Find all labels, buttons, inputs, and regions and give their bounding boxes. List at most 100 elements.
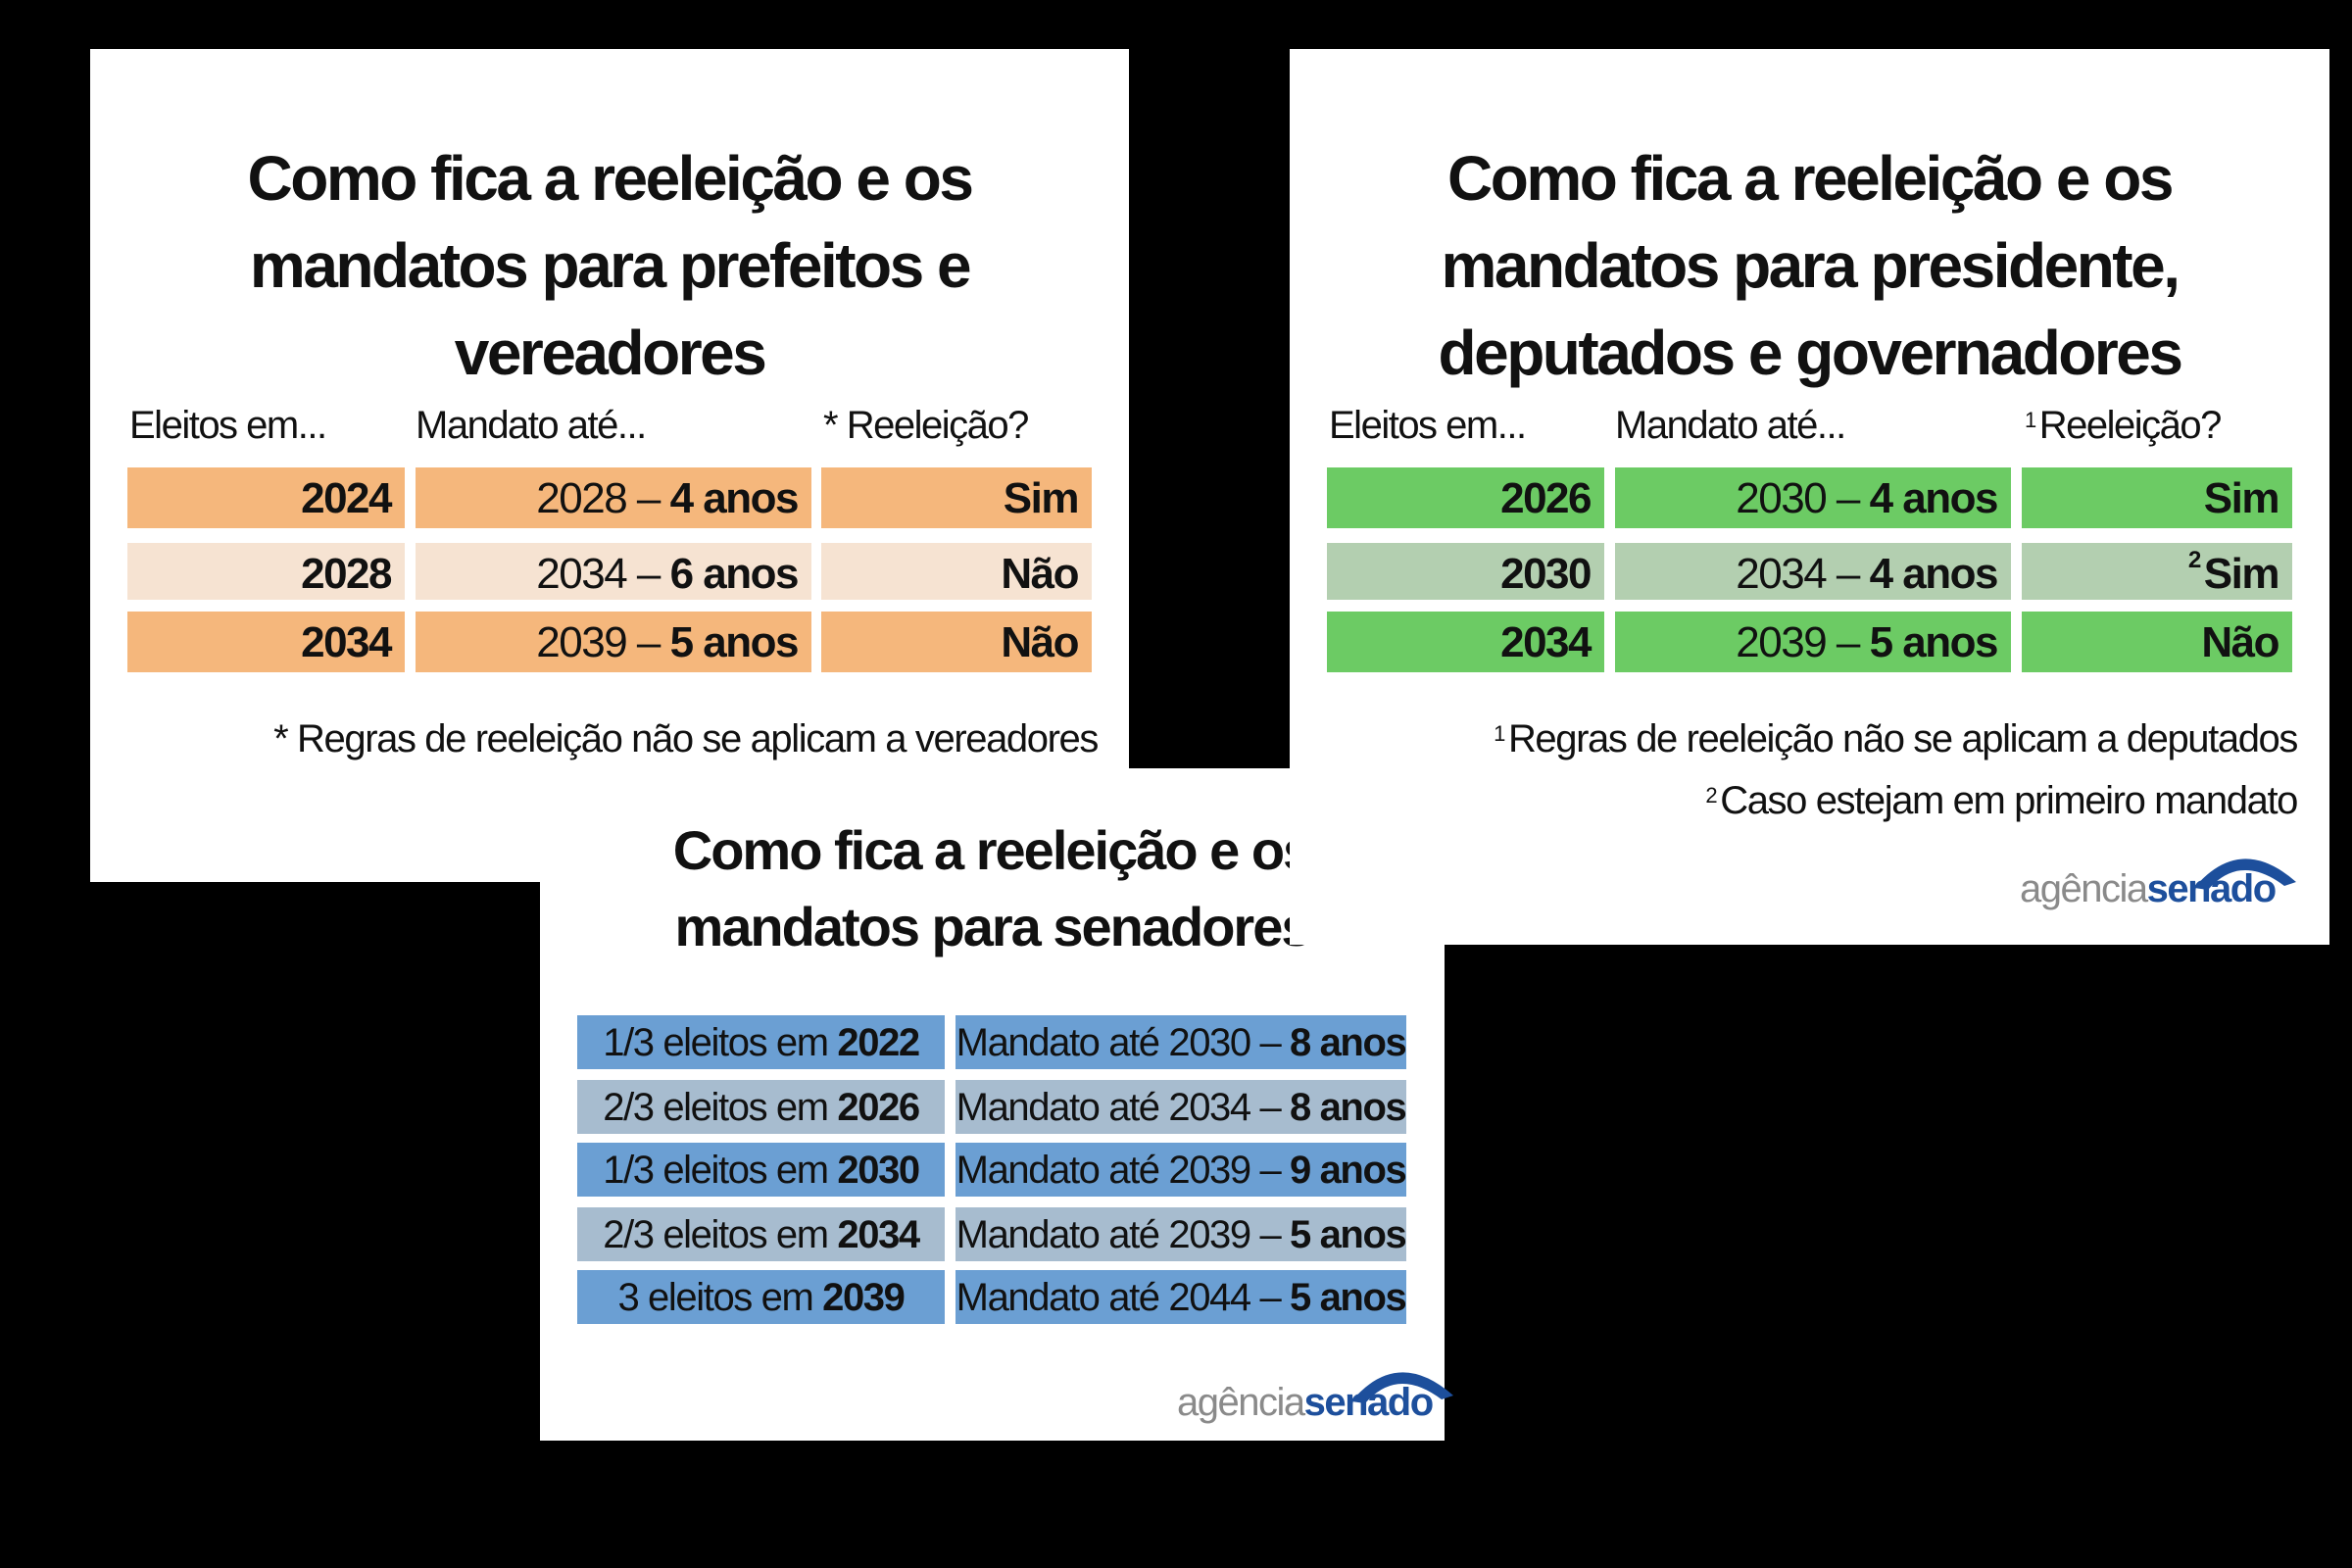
cell-eleitos: 2034 — [127, 612, 405, 672]
header-reeleicao: 1 Reeleição? — [2025, 404, 2223, 448]
eleitos-year: 2030 — [837, 1149, 920, 1192]
mandato-duration: 6 anos — [669, 550, 800, 598]
cell-eleitos: 2026 — [1327, 467, 1604, 528]
logo-text: agênciasenado — [2020, 867, 2278, 911]
eleitos-year: 2022 — [837, 1021, 920, 1064]
title-line: mandatos para presidente, — [1441, 230, 2180, 301]
senadores-title: Como fica a reeleição e os mandatos para… — [540, 812, 1445, 965]
title-line: vereadores — [454, 318, 767, 388]
mandato-label: Mandato até 2039 – — [956, 1149, 1282, 1192]
mandato-year: 2034 – — [1736, 550, 1860, 598]
cell-eleitos: 3 eleitos em 2039 — [577, 1270, 945, 1324]
mandato-label: Mandato até 2044 – — [956, 1276, 1282, 1319]
mandato-duration: 5 anos — [1290, 1213, 1407, 1256]
footnote-1: 1 Regras de reeleição não se aplicam a de… — [1494, 717, 2298, 761]
cell-eleitos: 2/3 eleitos em 2034 — [577, 1207, 945, 1261]
header-mandato: Mandato até... — [416, 404, 647, 447]
footnote: * Regras de reeleição não se aplicam a v… — [273, 717, 1099, 760]
cell-mandato: 2039 – 5 anos — [416, 612, 811, 672]
footnote-mark: 1 — [2025, 408, 2036, 432]
cell-mandato: Mandato até 2039 – 9 anos — [956, 1143, 1407, 1197]
mandato-duration: 8 anos — [1290, 1021, 1407, 1064]
title-line: Como fica a reeleição e os — [1447, 143, 2174, 214]
senadores-panel: Como fica a reeleição e os mandatos para… — [540, 768, 1453, 1441]
presidente-title: Como fica a reeleição e os mandatos para… — [1290, 135, 2329, 397]
mandato-year: 2028 – — [536, 474, 661, 522]
cell-mandato: 2030 – 4 anos — [1615, 467, 2011, 528]
logo-part1: agência — [1177, 1381, 1305, 1424]
mandato-label: Mandato até 2034 – — [956, 1086, 1282, 1129]
mandato-duration: 5 anos — [1869, 618, 1999, 666]
agencia-senado-logo: agênciasenado — [1177, 1356, 1461, 1425]
logo-arc-icon — [1351, 1372, 1453, 1403]
title-line: deputados e governadores — [1438, 318, 2183, 388]
title-line: mandatos para senadores — [674, 896, 1311, 957]
cell-eleitos: 2024 — [127, 467, 405, 528]
cell-reeleicao: Não — [821, 543, 1092, 600]
asterisk-mark: * — [823, 404, 839, 447]
logo-part1: agência — [2020, 867, 2148, 910]
prefeitos-panel: Como fica a reeleição e os mandatos para… — [90, 49, 1129, 882]
presidente-panel: Como fica a reeleição e os mandatos para… — [1290, 49, 2329, 945]
header-label: Reeleição? — [2038, 404, 2223, 447]
mandato-year: 2030 – — [1736, 474, 1860, 522]
mandato-year: 2034 – — [536, 550, 661, 598]
reeleicao-value: Sim — [2203, 550, 2280, 598]
prefeitos-title: Como fica a reeleição e os mandatos para… — [90, 135, 1129, 397]
cell-eleitos: 2030 — [1327, 543, 1604, 600]
header-eleitos: Eleitos em... — [129, 404, 327, 447]
mandato-label: Mandato até 2030 – — [956, 1021, 1282, 1064]
title-line: mandatos para prefeitos e — [249, 230, 972, 301]
cell-reeleicao: Sim — [2022, 467, 2292, 528]
mandato-duration: 4 anos — [1869, 550, 1999, 598]
mandato-year: 2039 – — [1736, 618, 1860, 666]
cell-mandato: 2034 – 6 anos — [416, 543, 811, 600]
footnote-text: Regras de reeleição não se aplicam a dep… — [1507, 717, 2298, 760]
agencia-senado-logo: agênciasenado — [2020, 843, 2304, 911]
eleitos-label: 1/3 eleitos em — [603, 1149, 829, 1192]
eleitos-year: 2026 — [837, 1086, 920, 1129]
eleitos-label: 2/3 eleitos em — [603, 1213, 829, 1256]
footnote-mark: 2 — [1705, 783, 1717, 808]
eleitos-label: 2/3 eleitos em — [603, 1086, 829, 1129]
mandato-duration: 4 anos — [1869, 474, 1999, 522]
mandato-label: Mandato até 2039 – — [956, 1213, 1282, 1256]
footnote-2: 2 Caso estejam em primeiro mandato — [1705, 779, 2298, 823]
header-reeleicao: * Reeleição? — [823, 404, 1029, 448]
reeleicao-value: Não — [2201, 618, 2279, 666]
logo-arc-icon — [2194, 858, 2296, 890]
cell-eleitos: 2028 — [127, 543, 405, 600]
mandato-duration: 5 anos — [1290, 1276, 1407, 1319]
cell-mandato: Mandato até 2034 – 8 anos — [956, 1080, 1407, 1134]
logo-text: agênciasenado — [1177, 1381, 1435, 1425]
mandato-duration: 9 anos — [1290, 1149, 1407, 1192]
cell-mandato: 2034 – 4 anos — [1615, 543, 2011, 600]
eleitos-label: 1/3 eleitos em — [603, 1021, 829, 1064]
eleitos-label: 3 eleitos em — [617, 1276, 814, 1319]
title-line: Como fica a reeleição e os — [247, 143, 974, 214]
reeleicao-value: Sim — [2203, 474, 2280, 522]
footnote-text: Caso estejam em primeiro mandato — [1720, 779, 2298, 822]
footnote-mark: 2 — [2187, 547, 2201, 573]
mandato-duration: 5 anos — [669, 618, 800, 666]
cell-reeleicao: Não — [2022, 612, 2292, 672]
cell-eleitos: 1/3 eleitos em 2030 — [577, 1143, 945, 1197]
logo-part2: senado — [1303, 1381, 1435, 1424]
cell-mandato: 2039 – 5 anos — [1615, 612, 2011, 672]
title-line: Como fica a reeleição e os — [672, 819, 1313, 881]
mandato-duration: 8 anos — [1290, 1086, 1407, 1129]
cell-mandato: 2028 – 4 anos — [416, 467, 811, 528]
cell-reeleicao: Não — [821, 612, 1092, 672]
header-eleitos: Eleitos em... — [1329, 404, 1527, 447]
eleitos-year: 2039 — [822, 1276, 906, 1319]
mandato-year: 2039 – — [536, 618, 661, 666]
cell-mandato: Mandato até 2044 – 5 anos — [956, 1270, 1407, 1324]
cell-eleitos: 2034 — [1327, 612, 1604, 672]
cell-reeleicao: Sim — [821, 467, 1092, 528]
eleitos-year: 2034 — [837, 1213, 920, 1256]
cell-eleitos: 2/3 eleitos em 2026 — [577, 1080, 945, 1134]
footnote-mark: 1 — [1494, 721, 1505, 746]
logo-part2: senado — [2146, 867, 2278, 910]
cell-mandato: Mandato até 2039 – 5 anos — [956, 1207, 1407, 1261]
cell-mandato: Mandato até 2030 – 8 anos — [956, 1015, 1407, 1069]
